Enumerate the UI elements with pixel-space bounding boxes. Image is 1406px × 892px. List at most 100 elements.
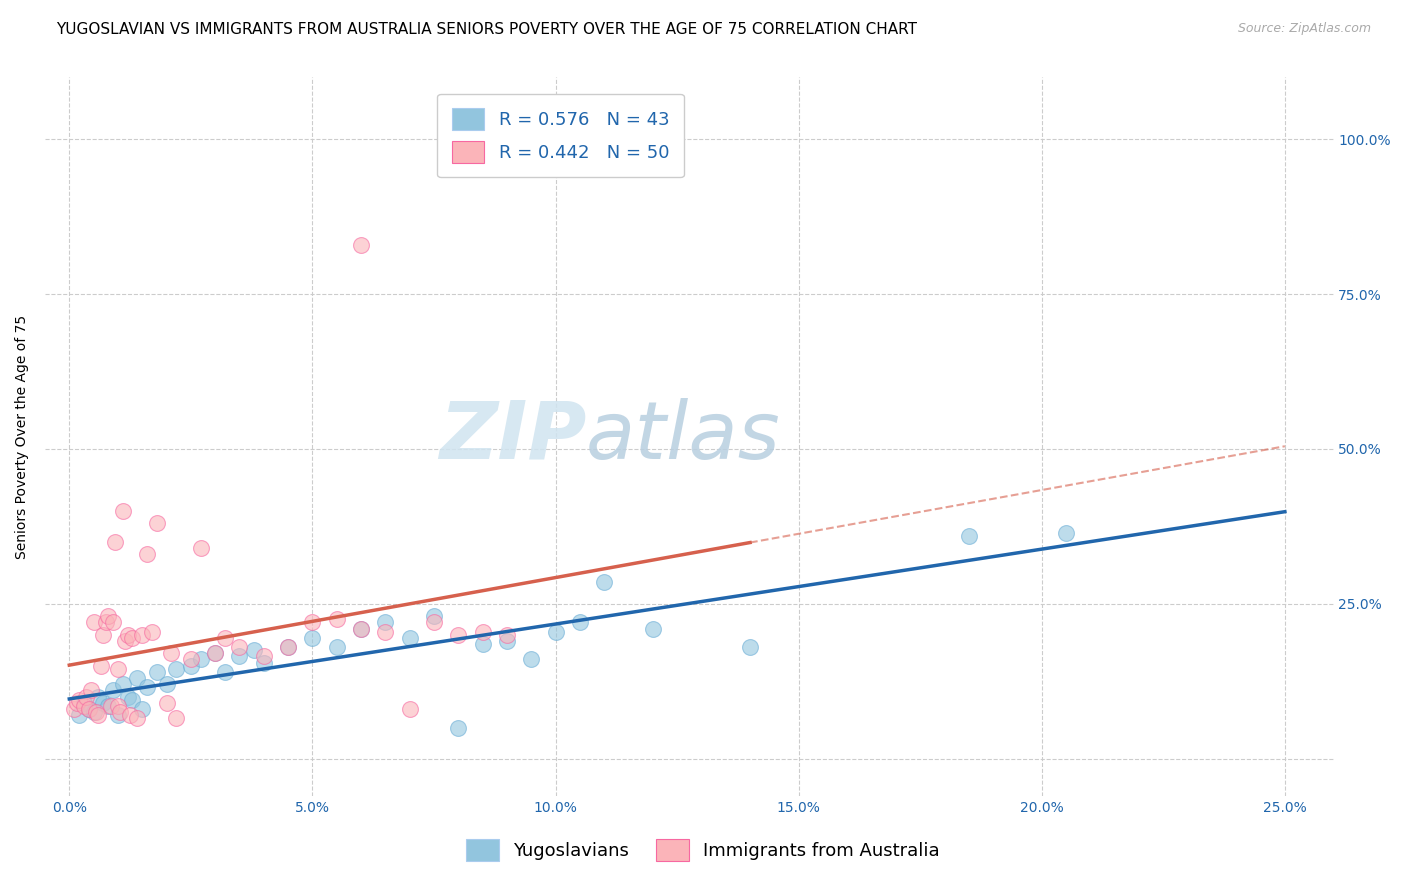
Point (471, 637, 494, 651)
Point (190, 652, 212, 666)
Legend: R = 0.576   N = 43, R = 0.442   N = 50: R = 0.576 N = 43, R = 0.442 N = 50 (437, 94, 683, 178)
Point (398, 631, 420, 645)
Text: YUGOSLAVIAN VS IMMIGRANTS FROM AUSTRALIA SENIORS POVERTY OVER THE AGE OF 75 CORR: YUGOSLAVIAN VS IMMIGRANTS FROM AUSTRALIA… (56, 22, 917, 37)
Point (114, 633, 136, 648)
Point (87, 690, 110, 704)
Point (107, 708, 129, 723)
Point (180, 652, 202, 666)
Point (228, 640, 250, 654)
Point (73, 696, 96, 710)
Point (471, 624, 494, 639)
Point (738, 640, 761, 654)
Point (350, 237, 373, 252)
Text: atlas: atlas (586, 398, 780, 475)
Point (65, 696, 87, 710)
Point (67, 692, 90, 706)
Point (277, 640, 299, 654)
Point (121, 631, 143, 645)
Point (301, 615, 323, 630)
Point (110, 705, 132, 719)
Point (104, 534, 127, 549)
Point (204, 646, 226, 660)
Point (277, 640, 299, 654)
Point (146, 665, 169, 679)
Point (120, 708, 142, 723)
Point (101, 615, 124, 630)
Point (136, 681, 159, 695)
Point (97, 698, 120, 713)
Point (325, 612, 347, 626)
Point (228, 649, 250, 664)
Point (90, 658, 112, 673)
Point (641, 622, 664, 636)
Point (155, 677, 177, 691)
Point (127, 671, 149, 685)
Point (180, 658, 202, 673)
Point (496, 628, 519, 642)
Point (350, 622, 373, 636)
Point (146, 516, 169, 531)
Point (73, 698, 96, 713)
Point (253, 656, 276, 670)
Point (165, 711, 187, 725)
Point (190, 541, 212, 555)
Point (63, 702, 86, 716)
Point (593, 575, 616, 590)
Point (165, 662, 187, 676)
Point (155, 696, 177, 710)
Point (94, 615, 117, 630)
Point (423, 609, 446, 624)
Point (117, 628, 139, 642)
Y-axis label: Seniors Poverty Over the Age of 75: Seniors Poverty Over the Age of 75 (15, 315, 30, 558)
Point (447, 628, 470, 642)
Point (957, 528, 980, 542)
Point (77, 702, 100, 716)
Point (447, 721, 470, 735)
Point (398, 702, 420, 716)
Point (121, 692, 143, 706)
Point (111, 504, 134, 518)
Point (374, 615, 396, 630)
Text: ZIP: ZIP (439, 398, 586, 475)
Point (374, 624, 396, 639)
Point (97, 609, 120, 624)
Point (301, 631, 323, 645)
Point (136, 547, 159, 561)
Point (1054, 525, 1077, 540)
Point (131, 628, 153, 642)
Point (568, 615, 591, 630)
Point (544, 624, 567, 639)
Point (83, 615, 105, 630)
Point (520, 652, 543, 666)
Point (160, 646, 183, 660)
Point (117, 690, 139, 704)
Point (214, 665, 236, 679)
Point (84, 705, 107, 719)
Point (83, 705, 105, 719)
Point (67, 708, 90, 723)
Point (75, 690, 97, 704)
Point (107, 662, 129, 676)
Point (107, 698, 129, 713)
Legend: Yugoslavians, Immigrants from Australia: Yugoslavians, Immigrants from Australia (457, 830, 949, 870)
Point (131, 702, 153, 716)
Point (101, 683, 124, 698)
Point (100, 698, 122, 713)
Point (127, 711, 149, 725)
Point (91, 696, 114, 710)
Point (87, 708, 110, 723)
Point (91, 628, 114, 642)
Text: Source: ZipAtlas.com: Source: ZipAtlas.com (1237, 22, 1371, 36)
Point (214, 631, 236, 645)
Point (423, 615, 446, 630)
Point (243, 643, 266, 657)
Point (141, 624, 163, 639)
Point (77, 702, 100, 716)
Point (253, 649, 276, 664)
Point (350, 622, 373, 636)
Point (204, 646, 226, 660)
Point (80, 683, 103, 698)
Point (111, 677, 134, 691)
Point (325, 640, 347, 654)
Point (496, 633, 519, 648)
